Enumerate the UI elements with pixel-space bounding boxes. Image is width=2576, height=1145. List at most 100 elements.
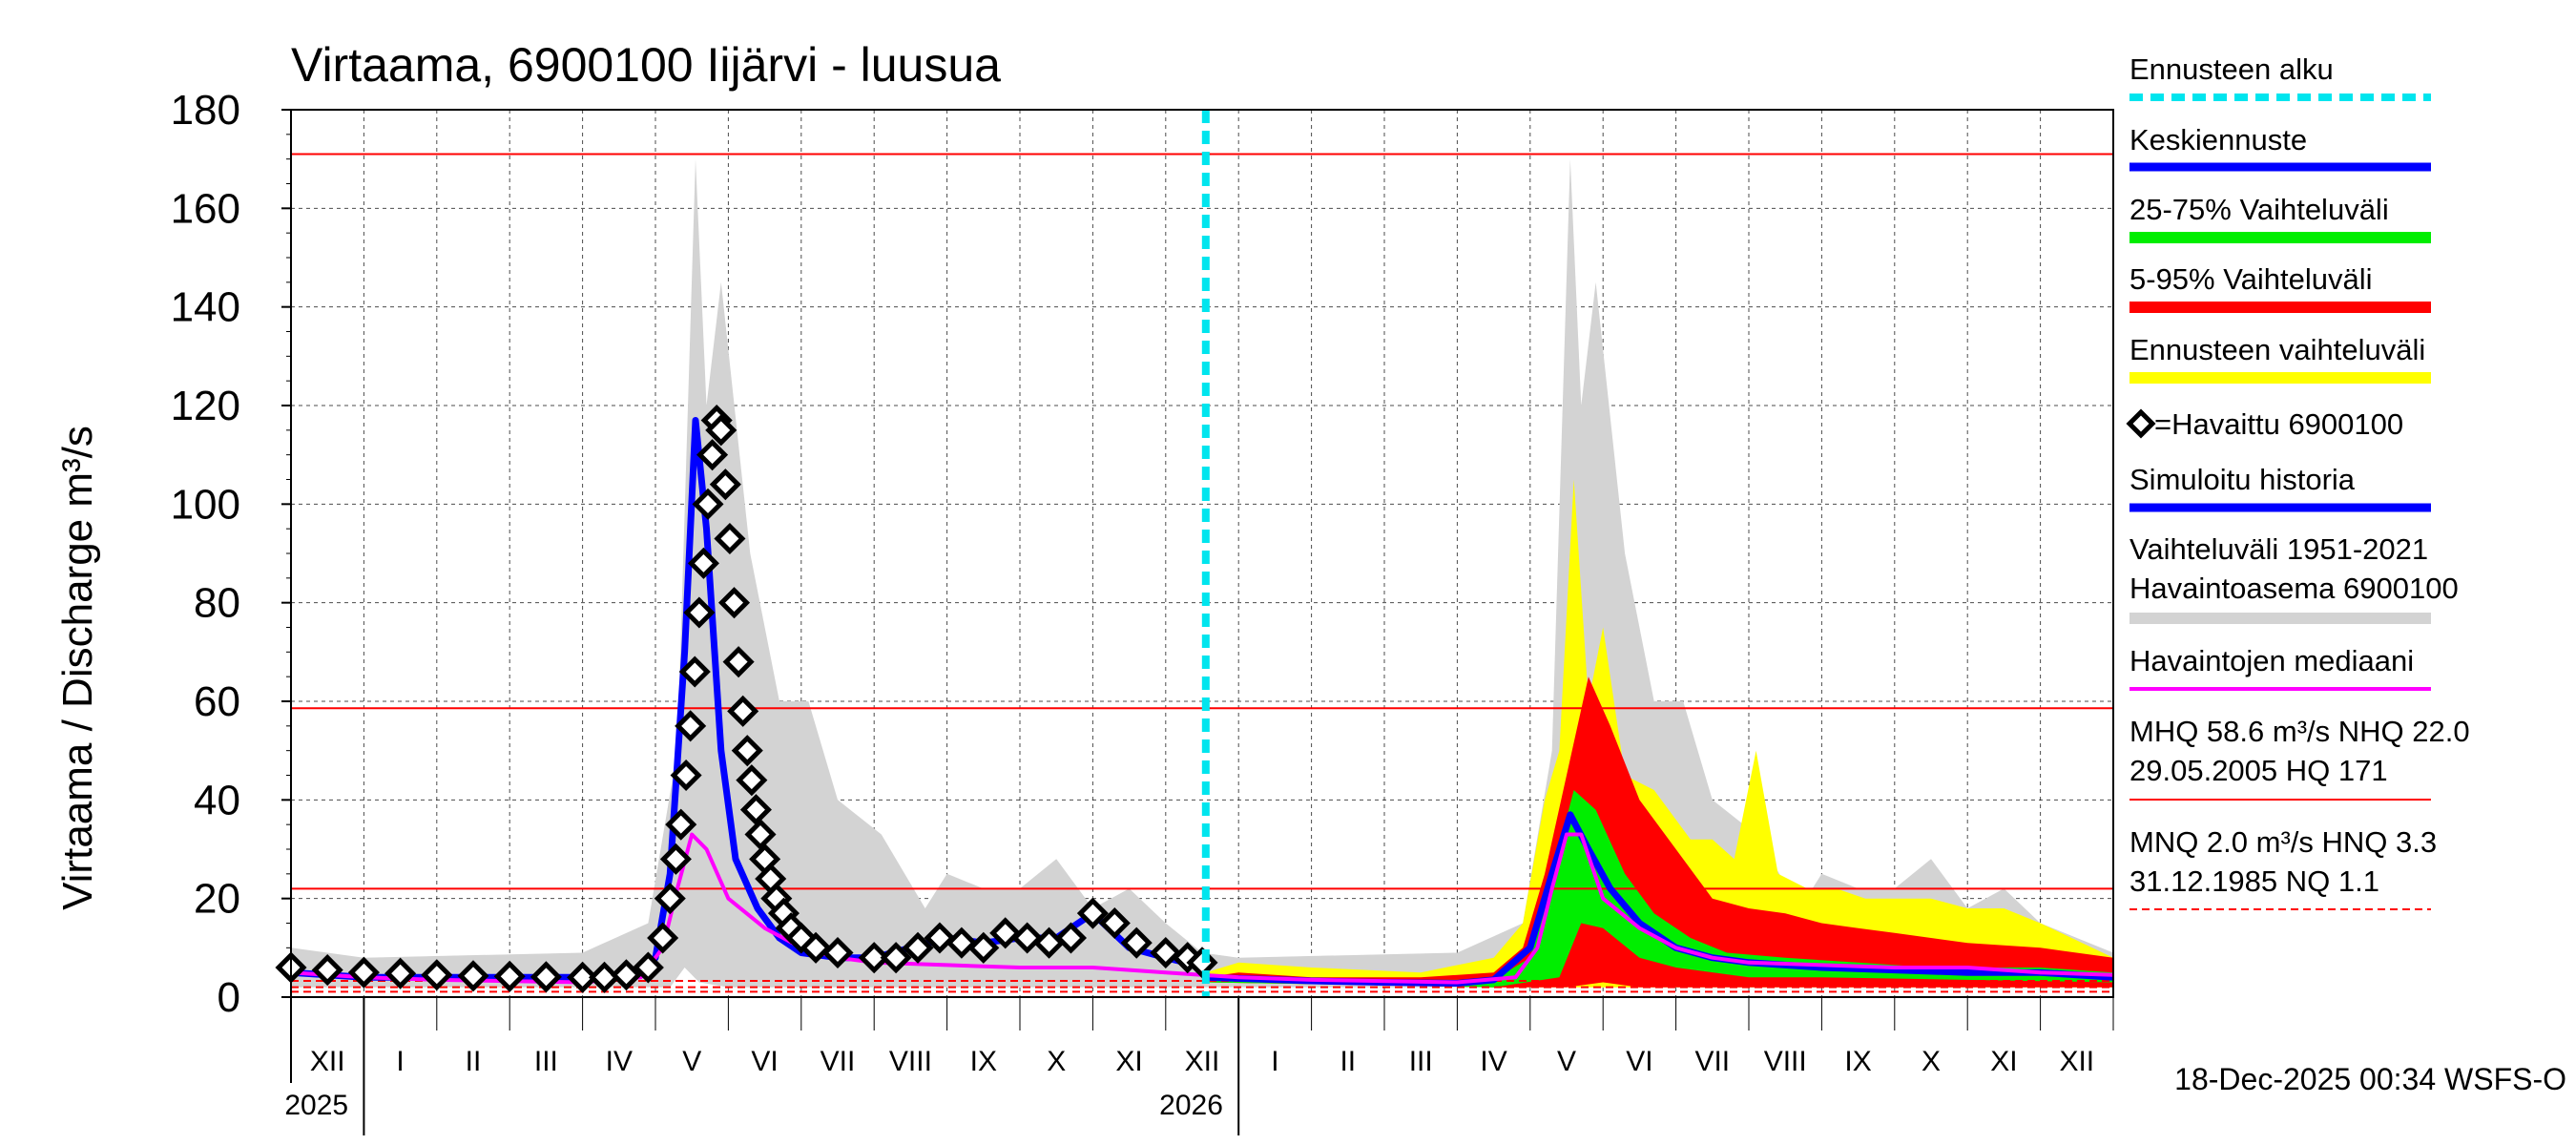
y-tick-label: 0 [218, 974, 240, 1021]
observed-point [1054, 922, 1088, 954]
observed-point [632, 951, 664, 984]
year-label: 2026 [1159, 1090, 1223, 1121]
observed-point [727, 695, 759, 727]
observed-point [709, 468, 741, 501]
legend-forecast-start-label: Ennusteen alku [2129, 52, 2334, 86]
legend-hist-range-label-1: Vaihteluväli 1951-2021 [2129, 532, 2428, 566]
month-label: VI [751, 1046, 778, 1077]
month-label: IV [1480, 1046, 1506, 1077]
month-label: XII [310, 1046, 345, 1077]
observed-point [705, 414, 737, 447]
observed-point [1120, 926, 1153, 959]
legend-5-95-label: 5-95% Vaihteluväli [2129, 262, 2372, 296]
band-25-75-vaihteluv-li [1205, 790, 2113, 988]
observed-point [665, 808, 697, 841]
observed-point [675, 710, 707, 742]
month-label: XI [1990, 1046, 2017, 1077]
observed-point [880, 942, 912, 974]
observed-point [821, 936, 854, 969]
legend-observed-diamond-icon [2126, 408, 2156, 439]
observed-point [902, 931, 934, 964]
observed-point [311, 954, 343, 987]
observed-point [717, 587, 751, 619]
month-label: X [1922, 1046, 1941, 1077]
observed-point [967, 931, 1000, 964]
month-label: XII [2059, 1046, 2094, 1077]
observed-point [659, 843, 692, 875]
legend-stats-line-1: MHQ 58.6 m³/s NHQ 22.0 [2129, 715, 2470, 748]
legend-simulated-label: Simuloitu historia [2129, 463, 2356, 496]
legend: Ennusteen alku Keskiennuste 25-75% Vaiht… [2126, 52, 2470, 910]
month-label: I [396, 1046, 404, 1077]
y-tick-label: 60 [194, 678, 240, 725]
observed-point [1098, 906, 1131, 940]
observed-point [670, 759, 702, 792]
month-label: VIII [889, 1046, 932, 1077]
observed-point [647, 922, 679, 954]
legend-stats-line-3: MNQ 2.0 m³/s HNQ 3.3 [2129, 825, 2437, 859]
month-label: III [1409, 1046, 1433, 1077]
observed-point [736, 764, 768, 797]
observed-point [687, 547, 719, 579]
observed-point [654, 883, 686, 915]
x-axis: XII I II III IV V VI VII VIII IX X XI XII I II III IV V VI… [284, 997, 2114, 1135]
month-label: VII [821, 1046, 856, 1077]
month-label: VII [1694, 1046, 1730, 1077]
month-label: IV [606, 1046, 633, 1077]
observed-point [722, 646, 755, 678]
observed-point [739, 794, 772, 826]
month-label: II [1340, 1046, 1356, 1077]
legend-stats-line-4: 31.12.1985 NQ 1.1 [2129, 864, 2379, 898]
observed-point [678, 656, 711, 688]
legend-stats-line-2: 29.05.2005 HQ 171 [2129, 754, 2388, 787]
observed-point [384, 957, 417, 989]
y-tick-label: 40 [194, 777, 240, 823]
month-label: X [1047, 1046, 1066, 1077]
observed-point [530, 961, 562, 993]
legend-mean-forecast-label: Keskiennuste [2129, 123, 2307, 156]
y-tick-label: 80 [194, 580, 240, 627]
band-5-95-vaihteluv-li [1205, 677, 2113, 988]
month-label: II [466, 1046, 482, 1077]
observed-point [457, 960, 489, 992]
month-label: V [682, 1046, 701, 1077]
observed-point [731, 735, 763, 767]
observed-point [760, 883, 793, 915]
observed-point [421, 959, 453, 991]
y-tick-label: 100 [171, 481, 240, 528]
legend-hist-range-label-2: Havaintoasema 6900100 [2129, 572, 2459, 605]
observed-point [1076, 897, 1109, 929]
observed-point [347, 956, 380, 989]
month-label: I [1271, 1046, 1278, 1077]
observed-point [767, 897, 800, 929]
observed-point [683, 596, 716, 629]
legend-25-75-label: 25-75% Vaihteluväli [2129, 193, 2389, 226]
timestamp-label: 18-Dec-2025 00:34 WSFS-O [2174, 1062, 2566, 1096]
month-label: IX [970, 1046, 997, 1077]
month-label: XI [1115, 1046, 1142, 1077]
year-label: 2025 [284, 1090, 348, 1121]
month-label: XII [1185, 1046, 1220, 1077]
observed-point [692, 488, 724, 520]
month-label: IX [1844, 1046, 1871, 1077]
y-tick-label: 20 [194, 876, 240, 923]
y-tick-label: 140 [171, 284, 240, 331]
plot-frame [290, 109, 2114, 998]
legend-observed-label: =Havaittu 6900100 [2154, 407, 2403, 441]
month-label: V [1557, 1046, 1576, 1077]
observed-point [493, 960, 526, 992]
plot-area [275, 109, 2114, 998]
month-label: III [534, 1046, 558, 1077]
y-tick-labels: 0 20 40 60 80 100 120 140 160 180 [171, 87, 240, 1021]
month-label: VI [1626, 1046, 1652, 1077]
observed-point [696, 439, 729, 471]
observed-markers [275, 404, 1218, 993]
legend-median-label: Havaintojen mediaani [2129, 644, 2414, 677]
y-axis-label: Virtaama / Discharge m³/s [54, 426, 101, 910]
month-label: VIII [1764, 1046, 1807, 1077]
observed-point [744, 818, 777, 851]
y-tick-label: 180 [171, 87, 240, 134]
y-tick-label: 160 [171, 185, 240, 232]
